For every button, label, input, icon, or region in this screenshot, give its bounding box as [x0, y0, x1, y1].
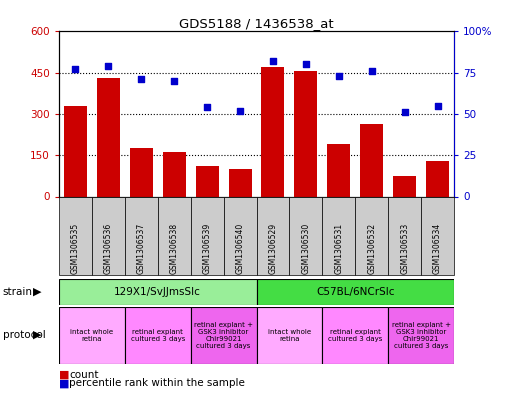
Bar	[195, 166, 219, 196]
Bar	[59, 196, 92, 275]
Text: strain: strain	[3, 287, 32, 297]
Bar	[294, 71, 318, 196]
Bar	[191, 307, 256, 364]
Text: GSM1306529: GSM1306529	[268, 222, 278, 274]
Text: 129X1/SvJJmsSlc: 129X1/SvJJmsSlc	[114, 287, 201, 297]
Bar	[59, 279, 256, 305]
Bar	[262, 67, 285, 196]
Bar	[322, 196, 355, 275]
Text: GSM1306537: GSM1306537	[137, 222, 146, 274]
Text: count: count	[69, 369, 99, 380]
Text: GSM1306539: GSM1306539	[203, 222, 212, 274]
Bar	[393, 176, 416, 196]
Text: retinal explant +
GSK3 inhibitor
Chir99021
cultured 3 days: retinal explant + GSK3 inhibitor Chir990…	[391, 321, 450, 349]
Text: retinal explant
cultured 3 days: retinal explant cultured 3 days	[328, 329, 382, 342]
Bar	[256, 196, 289, 275]
Bar	[59, 307, 125, 364]
Bar	[289, 196, 322, 275]
Bar	[125, 196, 158, 275]
Text: ■: ■	[59, 369, 69, 380]
Text: GSM1306534: GSM1306534	[433, 222, 442, 274]
Text: GSM1306536: GSM1306536	[104, 222, 113, 274]
Bar	[158, 196, 191, 275]
Bar	[426, 161, 449, 196]
Text: GSM1306532: GSM1306532	[367, 222, 376, 274]
Bar	[191, 196, 224, 275]
Text: GSM1306530: GSM1306530	[301, 222, 310, 274]
Bar	[64, 106, 87, 196]
Point	[269, 58, 277, 64]
Point	[433, 103, 442, 109]
Text: protocol: protocol	[3, 330, 45, 340]
Text: GSM1306535: GSM1306535	[71, 222, 80, 274]
Point	[334, 73, 343, 79]
Bar	[130, 148, 153, 196]
Bar	[224, 196, 256, 275]
Bar	[125, 307, 191, 364]
Text: GSM1306531: GSM1306531	[334, 222, 343, 274]
Bar	[97, 78, 120, 196]
Point	[368, 68, 376, 74]
Point	[104, 63, 112, 69]
Bar	[256, 279, 454, 305]
Title: GDS5188 / 1436538_at: GDS5188 / 1436538_at	[179, 17, 334, 30]
Text: retinal explant +
GSK3 inhibitor
Chir99021
cultured 3 days: retinal explant + GSK3 inhibitor Chir990…	[194, 321, 253, 349]
Point	[302, 61, 310, 68]
Text: retinal explant
cultured 3 days: retinal explant cultured 3 days	[131, 329, 185, 342]
Bar	[355, 196, 388, 275]
Point	[170, 78, 179, 84]
Point	[71, 66, 80, 73]
Text: intact whole
retina: intact whole retina	[268, 329, 311, 342]
Point	[236, 108, 244, 114]
Point	[401, 109, 409, 116]
Text: GSM1306538: GSM1306538	[170, 222, 179, 274]
Bar	[163, 152, 186, 196]
Bar	[360, 123, 383, 196]
Bar	[228, 169, 251, 196]
Text: GSM1306533: GSM1306533	[400, 222, 409, 274]
Bar	[388, 196, 421, 275]
Text: ■: ■	[59, 378, 69, 388]
Bar	[327, 144, 350, 196]
Point	[137, 76, 145, 83]
Text: ▶: ▶	[33, 287, 42, 297]
Bar	[92, 196, 125, 275]
Bar	[421, 196, 454, 275]
Bar	[322, 307, 388, 364]
Text: ▶: ▶	[33, 330, 42, 340]
Text: intact whole
retina: intact whole retina	[70, 329, 113, 342]
Bar	[388, 307, 454, 364]
Bar	[256, 307, 322, 364]
Point	[203, 104, 211, 110]
Text: C57BL/6NCrSlc: C57BL/6NCrSlc	[316, 287, 394, 297]
Text: GSM1306540: GSM1306540	[235, 222, 245, 274]
Text: percentile rank within the sample: percentile rank within the sample	[69, 378, 245, 388]
